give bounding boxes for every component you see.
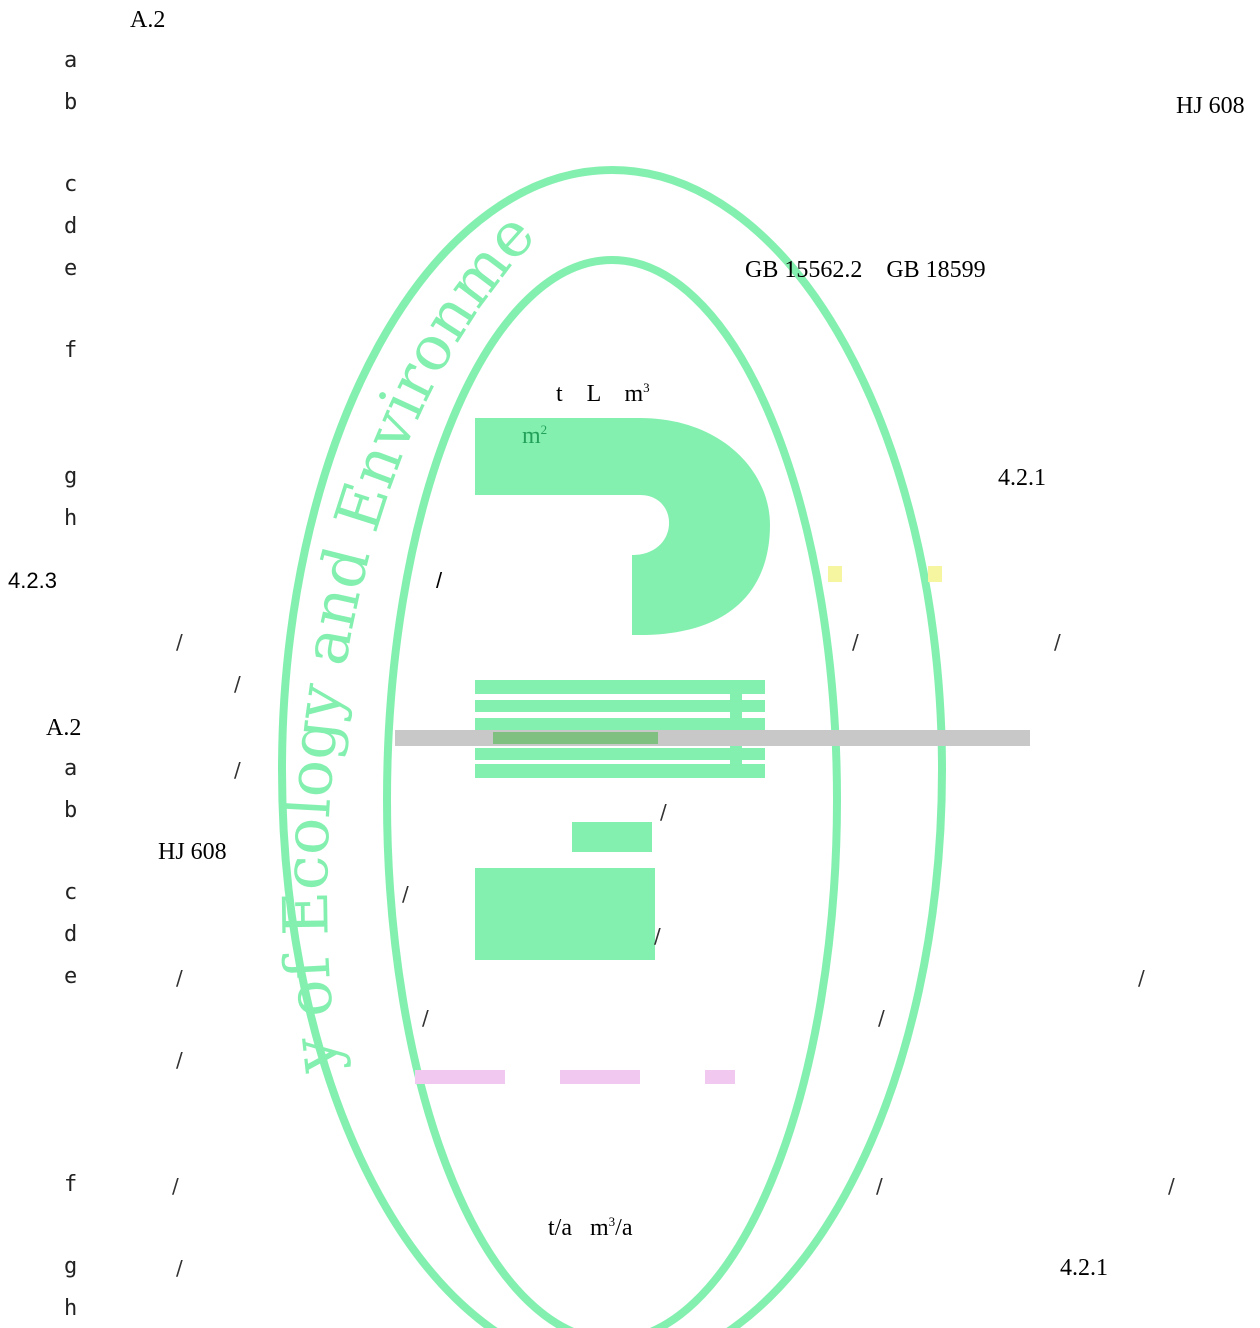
slash-mark: /	[654, 924, 661, 948]
unit-list-1: t L m3	[556, 380, 650, 407]
item-b-1: b	[64, 90, 78, 115]
item-h-1: h	[64, 506, 78, 531]
slash-mark: /	[852, 630, 859, 654]
slash-mark: /	[176, 966, 183, 990]
section-423-slash: /	[436, 568, 443, 593]
slash-mark: /	[234, 758, 241, 782]
item-f-2: f	[64, 1172, 78, 1197]
slash-mark: /	[176, 1256, 183, 1280]
slash-mark: /	[1138, 966, 1145, 990]
slash-mark: /	[172, 1174, 179, 1198]
standard-ref-hj608-mid: HJ 608	[158, 839, 227, 865]
item-c-1: c	[64, 172, 78, 197]
slash-mark: /	[1054, 630, 1061, 654]
item-f-1: f	[64, 338, 78, 363]
slash-mark: /	[876, 1174, 883, 1198]
slash-mark: /	[422, 1006, 429, 1030]
item-a-2: a	[64, 756, 78, 781]
slash-mark: /	[1168, 1174, 1175, 1198]
unit-list-annual: t/a m3/a	[548, 1214, 633, 1241]
unit-m2: m2	[522, 422, 548, 449]
item-d-1: d	[64, 214, 78, 239]
slash-mark: /	[878, 1006, 885, 1030]
item-a-1: a	[64, 48, 78, 73]
standard-refs-gb: GB 15562.2 GB 18599	[745, 257, 986, 283]
slash-mark: /	[176, 630, 183, 654]
slash-mark: /	[176, 1048, 183, 1072]
item-g-1: g	[64, 464, 78, 489]
item-e-2: e	[64, 964, 78, 989]
item-c-2: c	[64, 880, 78, 905]
item-g-2: g	[64, 1254, 78, 1279]
clause-ref-421-top: 4.2.1	[998, 465, 1046, 491]
annex-ref-a2-mid: A.2	[46, 715, 82, 741]
item-e-1: e	[64, 256, 78, 281]
clause-ref-421-bottom: 4.2.1	[1060, 1255, 1108, 1281]
slash-mark: /	[660, 800, 667, 824]
section-number-423: 4.2.3	[8, 568, 57, 593]
standard-ref-hj608-top: HJ 608	[1176, 93, 1245, 119]
item-d-2: d	[64, 922, 78, 947]
slash-mark: /	[234, 672, 241, 696]
annex-ref-a2-top: A.2	[130, 7, 166, 33]
slash-mark: /	[402, 882, 409, 906]
item-b-2: b	[64, 798, 78, 823]
item-h-2: h	[64, 1296, 78, 1321]
